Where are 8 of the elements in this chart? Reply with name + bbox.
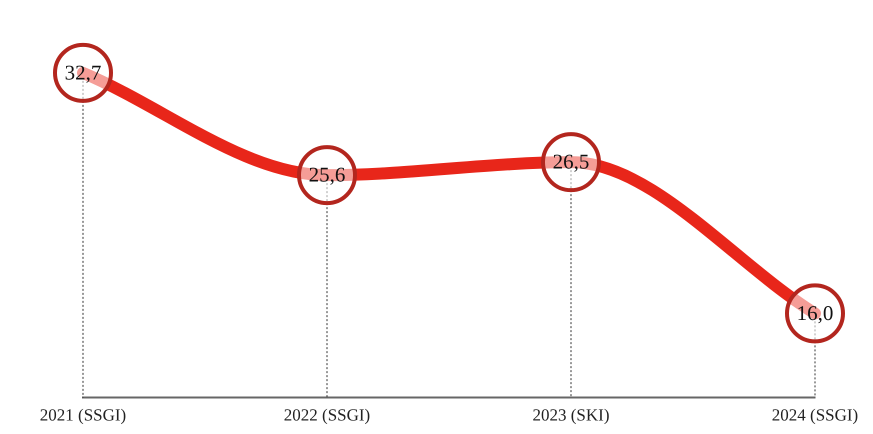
x-tick-label: 2023 (SKI) <box>532 405 610 424</box>
data-label: 16,0 <box>796 300 834 325</box>
x-tick-label: 2021 (SSGI) <box>40 405 126 424</box>
data-label: 26,5 <box>552 150 590 174</box>
data-label: 25,6 <box>308 162 346 187</box>
x-tick-label: 2022 (SSGI) <box>284 405 370 424</box>
x-tick-label: 2024 (SSGI) <box>772 405 858 424</box>
data-label: 32,7 <box>64 60 102 84</box>
